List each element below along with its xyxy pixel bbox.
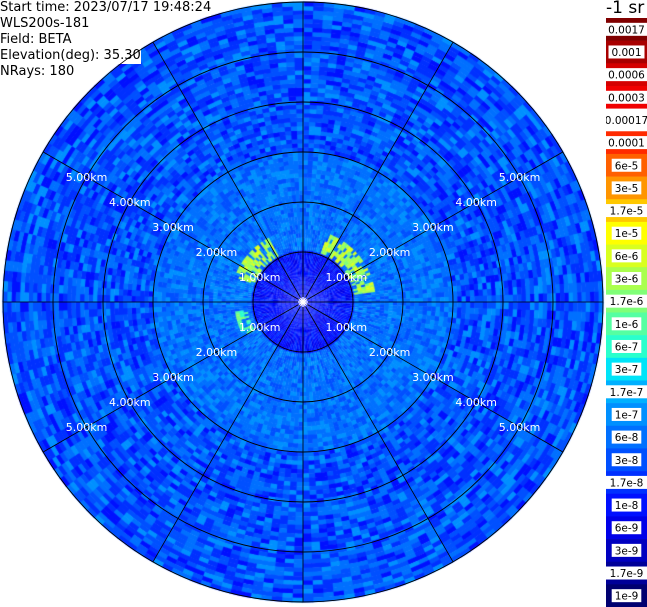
colorbar-tick-background <box>611 407 642 421</box>
colorbar-tick-label: 3e-9 <box>615 545 639 557</box>
elevation: Elevation(deg): 35.30 <box>0 48 141 64</box>
colorbar-tick-label: 1e-7 <box>615 409 639 421</box>
colorbar-tick-label: 3e-6 <box>615 274 639 286</box>
colorbar-tick-background <box>606 68 647 82</box>
colorbar-tick-label: 0.00017 <box>606 115 647 127</box>
start-time: Start time: 2023/07/17 19:48:24 <box>0 0 212 16</box>
colorbar-tick-background <box>611 453 642 467</box>
range-ring <box>252 251 354 353</box>
colorbar-tick-label: 6e-6 <box>615 251 639 263</box>
colorbar-tick-label: 1e-6 <box>615 319 639 331</box>
colorbar-tick-label: 1.7e-7 <box>610 387 644 399</box>
colorbar-tick-label: 1e-5 <box>615 228 639 240</box>
colorbar-tick-background <box>611 181 642 195</box>
colorbar-tick-background <box>611 521 642 535</box>
colorbar-tick-label: 1.7e-6 <box>610 296 644 308</box>
scan-info: Start time: 2023/07/17 19:48:24 WLS200s-… <box>0 0 212 80</box>
colorbar-tick-background <box>611 498 642 512</box>
center-marker <box>302 298 308 303</box>
colorbar-tick-label: 0.0006 <box>608 70 645 82</box>
colorbar-tick-label: 1.7e-8 <box>610 477 644 489</box>
range-ring-label: 1.00km <box>239 321 281 334</box>
colorbar-tick-label: 1.7e-5 <box>610 206 644 218</box>
colorbar-tick-background <box>611 339 642 353</box>
range-ring-label: 2.00km <box>196 246 238 259</box>
colorbar-tick-background <box>611 589 642 603</box>
colorbar-tick-label: 1e-9 <box>615 591 639 603</box>
colorbar: 0.0017 0.001 0.0006 0.0003 0.00017 0.0001 6e-5… <box>606 18 647 607</box>
colorbar-tick-background <box>611 158 642 172</box>
range-ring-label: 5.00km <box>66 171 108 184</box>
instrument-name: WLS200s-181 <box>0 16 90 32</box>
colorbar-tick-background <box>606 204 647 218</box>
colorbar-tick-label: 0.001 <box>611 47 641 59</box>
colorbar-tick-label: 3e-5 <box>615 183 639 195</box>
range-ring-label: 4.00km <box>455 396 497 409</box>
colorbar-tick-background <box>611 272 642 286</box>
range-ring <box>2 1 604 603</box>
colorbar-tick-background <box>611 317 642 331</box>
range-ring-label: 3.00km <box>412 221 454 234</box>
colorbar-tick-label: 6e-8 <box>615 432 639 444</box>
colorbar-tick-background <box>611 430 642 444</box>
range-ring-label: 5.00km <box>66 421 108 434</box>
colorbar-tick-background <box>606 90 647 104</box>
range-ring <box>152 151 454 453</box>
range-ring-label: 3.00km <box>412 371 454 384</box>
colorbar-tick-background <box>611 226 642 240</box>
colorbar-tick-label: 6e-7 <box>615 341 639 353</box>
colorbar-tick-background <box>608 45 645 59</box>
range-ring-label: 2.00km <box>369 246 411 259</box>
colorbar-tick-label: 0.0001 <box>608 138 645 150</box>
range-ring-label: 2.00km <box>196 346 238 359</box>
colorbar-tick-background <box>606 136 647 150</box>
colorbar-tick-label: 0.0017 <box>608 24 645 36</box>
colorbar-tick-label: 6e-9 <box>615 523 639 535</box>
range-ring-label: 3.00km <box>152 221 194 234</box>
range-ring <box>52 51 554 553</box>
colorbar-tick-background <box>606 385 647 399</box>
colorbar-tick-background <box>606 566 647 580</box>
range-ring-label: 4.00km <box>109 396 151 409</box>
range-ring-label: 4.00km <box>455 196 497 209</box>
range-ring-label: 2.00km <box>369 346 411 359</box>
range-ring <box>202 201 404 403</box>
colorbar-tick-label: 1.7e-9 <box>610 568 644 580</box>
colorbar-unit-label: -1 sr <box>606 0 645 18</box>
range-ring-label: 1.00km <box>239 271 281 284</box>
range-ring-label: 5.00km <box>499 171 541 184</box>
field-name: Field: BETA <box>0 32 72 48</box>
colorbar-tick-label: 6e-5 <box>615 160 639 172</box>
colorbar-tick-label: 1e-8 <box>615 500 639 512</box>
range-ring <box>102 101 504 503</box>
colorbar-tick-label: 3e-8 <box>615 455 639 467</box>
range-ring-label: 3.00km <box>152 371 194 384</box>
colorbar-tick-background <box>611 362 642 376</box>
colorbar-tick-label: 0.0003 <box>608 92 645 104</box>
colorbar-tick-background <box>611 543 642 557</box>
colorbar-tick-background <box>606 113 647 127</box>
range-ring-label: 5.00km <box>499 421 541 434</box>
colorbar-tick-label: 3e-7 <box>615 364 639 376</box>
range-ring-label: 1.00km <box>326 321 368 334</box>
colorbar-tick-background <box>611 249 642 263</box>
range-ring-label: 1.00km <box>326 271 368 284</box>
range-ring-label: 4.00km <box>109 196 151 209</box>
colorbar-tick-background <box>606 22 647 36</box>
nrays: NRays: 180 <box>0 64 75 80</box>
colorbar-tick-background <box>606 475 647 489</box>
colorbar-tick-background <box>606 294 647 308</box>
